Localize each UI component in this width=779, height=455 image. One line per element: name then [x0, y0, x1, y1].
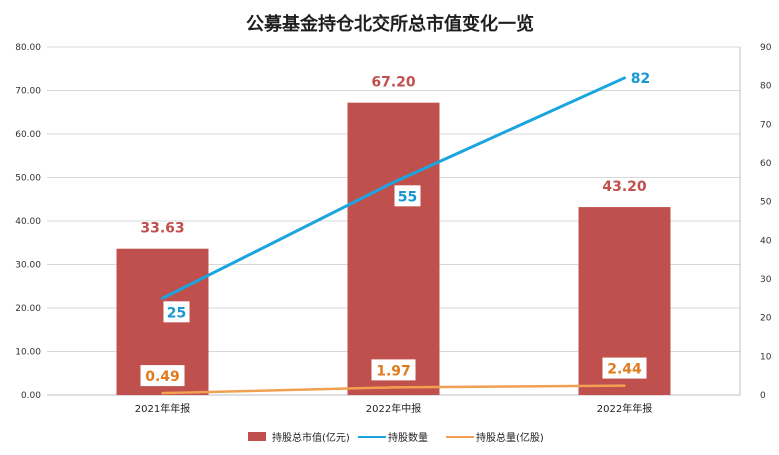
count-value-label: 55	[398, 189, 417, 205]
left-tick-label: 40.00	[15, 217, 41, 227]
left-tick-label: 80.00	[15, 43, 41, 53]
right-tick-label: 60	[760, 159, 772, 169]
volume-value-label: 1.97	[376, 363, 411, 379]
bar-value-label: 43.20	[602, 179, 647, 195]
left-tick-label: 20.00	[15, 304, 41, 314]
right-tick-label: 10	[760, 352, 772, 362]
count-value-label: 25	[167, 305, 186, 321]
left-tick-label: 60.00	[15, 130, 41, 140]
legend-label: 持股总市值(亿元)	[272, 431, 350, 444]
category-label: 2021年年报	[135, 402, 190, 415]
left-tick-label: 70.00	[15, 87, 41, 97]
right-tick-label: 40	[760, 236, 772, 246]
right-tick-label: 30	[760, 275, 772, 285]
left-axis-ticks: 0.00 10.00 20.00 30.00 40.00 50.00 60.00 70.00 8…	[15, 43, 41, 401]
right-tick-label: 0	[760, 391, 766, 401]
left-tick-label: 30.00	[15, 261, 41, 271]
label-background	[371, 359, 416, 381]
bar-value-label: 67.20	[371, 75, 416, 91]
legend-label: 持股总量(亿股)	[476, 431, 544, 444]
category-label: 2022年中报	[366, 402, 421, 415]
left-tick-label: 50.00	[15, 174, 41, 184]
legend-label: 持股数量	[388, 431, 428, 444]
count-value-label: 82	[631, 71, 650, 87]
right-tick-label: 90	[760, 43, 772, 53]
bar	[347, 102, 440, 396]
volume-value-label: 2.44	[607, 362, 642, 378]
right-tick-label: 80	[760, 82, 772, 92]
category-label: 2022年年报	[597, 402, 652, 415]
series-line	[161, 76, 626, 300]
legend: 持股总市值(亿元) 持股数量 持股总量(亿股)	[248, 431, 544, 444]
right-tick-label: 50	[760, 198, 772, 208]
right-tick-label: 70	[760, 120, 772, 130]
legend-bar-swatch	[248, 432, 266, 441]
left-tick-label: 10.00	[15, 348, 41, 358]
volume-value-label: 0.49	[145, 369, 180, 385]
chart-title: 公募基金持仓北交所总市值变化一览	[246, 13, 534, 35]
right-tick-label: 20	[760, 314, 772, 324]
label-background	[140, 365, 185, 387]
category-axis: 2021年年报 2022年中报 2022年年报	[135, 402, 652, 415]
data-labels: 33.63 67.20 43.20 25 55 82 0.49 1.97 2.44	[140, 71, 650, 387]
left-tick-label: 0.00	[21, 391, 41, 401]
label-background	[163, 301, 190, 323]
label-background	[394, 185, 421, 207]
label-background	[602, 357, 647, 379]
line-series	[161, 76, 626, 395]
bar-value-label: 33.63	[140, 221, 184, 237]
right-axis-ticks: 0 10 20 30 40 50 60 70 80 90	[760, 43, 772, 401]
bar-series	[116, 102, 671, 396]
series-line	[161, 384, 626, 395]
